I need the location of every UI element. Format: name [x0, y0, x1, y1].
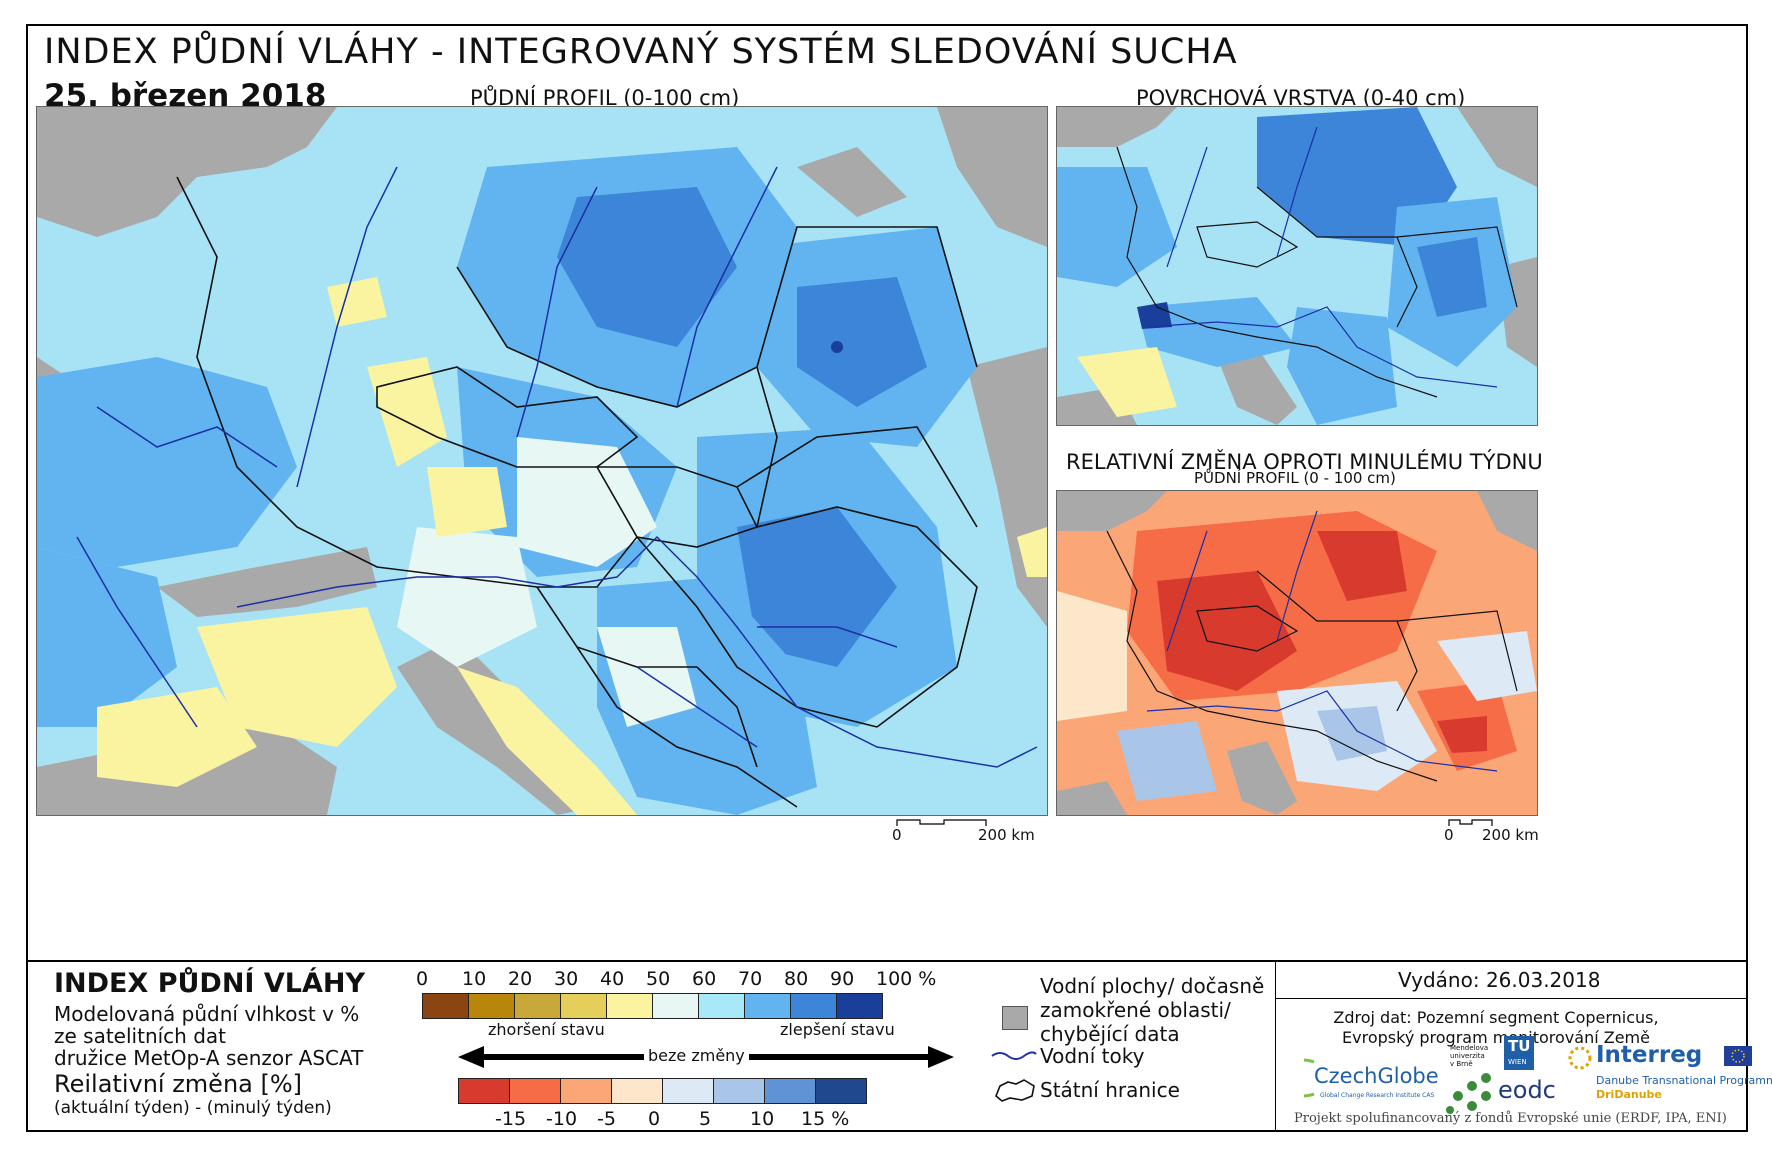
index-color-8: [791, 994, 837, 1018]
change-color-4: [663, 1079, 714, 1103]
change-color-2: [561, 1079, 612, 1103]
change-color-7: [816, 1079, 866, 1103]
change-color-3: [612, 1079, 663, 1103]
eu-flag-icon: [1724, 1046, 1752, 1066]
water-label-1: Vodní plochy/ dočasně: [1040, 974, 1265, 998]
eodc-logo: eodc: [1498, 1076, 1556, 1104]
index-tick: 10: [462, 968, 487, 990]
mendel-university-logo: Mendelova univerzita v Brně: [1442, 1044, 1498, 1114]
change-scale-start: 0: [1444, 826, 1454, 844]
change-color-1: [510, 1079, 561, 1103]
mendel-text-3: v Brně: [1450, 1060, 1473, 1068]
czechglobe-subtext: Global Change Research Institute CAS: [1320, 1092, 1435, 1099]
river-line-symbol: [991, 1051, 1037, 1060]
index-tick: 50: [646, 968, 671, 990]
change-color-5: [714, 1079, 765, 1103]
legend-desc-1: Modelovaná půdní vlhkost v %: [54, 1002, 360, 1026]
legend-desc-3: družice MetOp-A senzor ASCAT: [54, 1046, 364, 1070]
index-tick: 30: [554, 968, 579, 990]
change-tick: 5: [699, 1108, 712, 1130]
index-color-4: [607, 994, 653, 1018]
change-color-0: [459, 1079, 510, 1103]
index-color-6: [699, 994, 745, 1018]
index-colorbar: [422, 993, 883, 1019]
border-outline-symbol: [995, 1079, 1035, 1102]
czechglobe-wordmark: CzechGlobe: [1314, 1064, 1439, 1088]
index-color-2: [515, 994, 561, 1018]
surface-layer-map: [1056, 106, 1538, 426]
index-color-7: [745, 994, 791, 1018]
interreg-star-icon: [1568, 1046, 1592, 1070]
change-tick: -15: [495, 1108, 527, 1130]
mendel-dots: [1446, 1073, 1491, 1114]
index-tick: 100 %: [876, 968, 937, 990]
relative-change-map: [1056, 490, 1538, 816]
figure-title: INDEX PŮDNÍ VLÁHY - INTEGROVANÝ SYSTÉM S…: [44, 32, 1238, 72]
issued-date: Vydáno: 26.03.2018: [1398, 968, 1601, 992]
change-color-6: [765, 1079, 816, 1103]
mendel-text-2: univerzita: [1450, 1052, 1485, 1060]
source-line-1: Zdroj dat: Pozemní segment Copernicus,: [1333, 1008, 1659, 1027]
interreg-subtext: Danube Transnational Programme: [1596, 1074, 1772, 1087]
interreg-logo: Interreg Danube Transnational Programme …: [1564, 1040, 1772, 1110]
index-tick: 0: [416, 968, 429, 990]
change-map-subtitle-2: PŮDNÍ PROFIL (0 - 100 cm): [1194, 469, 1396, 487]
change-tick: 15 %: [801, 1108, 850, 1130]
interreg-wordmark: Interreg: [1596, 1042, 1703, 1068]
change-tick: 10: [750, 1108, 775, 1130]
change-tick: -5: [597, 1108, 616, 1130]
borders-label: Státní hranice: [1040, 1078, 1180, 1102]
index-tick: 40: [600, 968, 625, 990]
index-tick: 20: [508, 968, 533, 990]
dridanube-text: DriDanube: [1596, 1088, 1662, 1101]
tu-subtext: WIEN: [1508, 1058, 1527, 1066]
main-soil-moisture-map: [36, 106, 1048, 816]
change-tick: -10: [546, 1108, 578, 1130]
legend-change-title: Reilativní změna [%]: [54, 1070, 303, 1098]
legend-divider: [28, 960, 1746, 962]
worse-label: zhoršení stavu: [488, 1020, 605, 1039]
change-colorbar: [458, 1078, 867, 1104]
index-color-0: [423, 994, 469, 1018]
figure-frame: INDEX PŮDNÍ VLÁHY - INTEGROVANÝ SYSTÉM S…: [26, 24, 1772, 1132]
main-scale-start: 0: [892, 826, 902, 844]
project-note: Projekt spolufinancovaný z fondů Evropsk…: [1294, 1111, 1727, 1126]
main-scale-end: 200 km: [978, 826, 1035, 844]
better-label: zlepšení stavu: [780, 1020, 895, 1039]
water-label-3: chybějící data: [1040, 1022, 1180, 1046]
index-color-9: [837, 994, 882, 1018]
index-tick: 60: [692, 968, 717, 990]
water-label-2: zamokřené oblasti/: [1040, 998, 1231, 1022]
rivers-label: Vodní toky: [1040, 1044, 1145, 1068]
index-tick: 90: [830, 968, 855, 990]
water-nodata-swatch: [1002, 1006, 1028, 1030]
mendel-text-1: Mendelova: [1450, 1044, 1489, 1052]
legend-horizontal-divider: [1275, 998, 1746, 999]
change-tick: 0: [648, 1108, 661, 1130]
index-tick: 80: [784, 968, 809, 990]
scale-bar-ticks-small: [1448, 819, 1493, 826]
index-color-1: [469, 994, 515, 1018]
source-line-2: Evropský program monitorování Země: [1342, 1028, 1650, 1047]
index-color-5: [653, 994, 699, 1018]
index-color-3: [561, 994, 607, 1018]
legend-title: INDEX PŮDNÍ VLÁHY: [54, 968, 366, 999]
no-change-label: beze změny: [644, 1046, 749, 1065]
legend-change-desc: (aktuální týden) - (minulý týden): [54, 1098, 332, 1118]
tu-wordmark: TU: [1508, 1037, 1531, 1055]
index-tick: 70: [738, 968, 763, 990]
change-map-subtitle: RELATIVNÍ ZMĚNA OPROTI MINULÉMU TÝDNU: [1066, 450, 1543, 474]
tu-wien-logo: TU WIEN: [1504, 1036, 1534, 1070]
legend-vertical-divider: [1275, 960, 1276, 1130]
change-scale-end: 200 km: [1482, 826, 1539, 844]
scale-bar-ticks: [896, 819, 987, 826]
legend-desc-2: ze satelitních dat: [54, 1024, 226, 1048]
